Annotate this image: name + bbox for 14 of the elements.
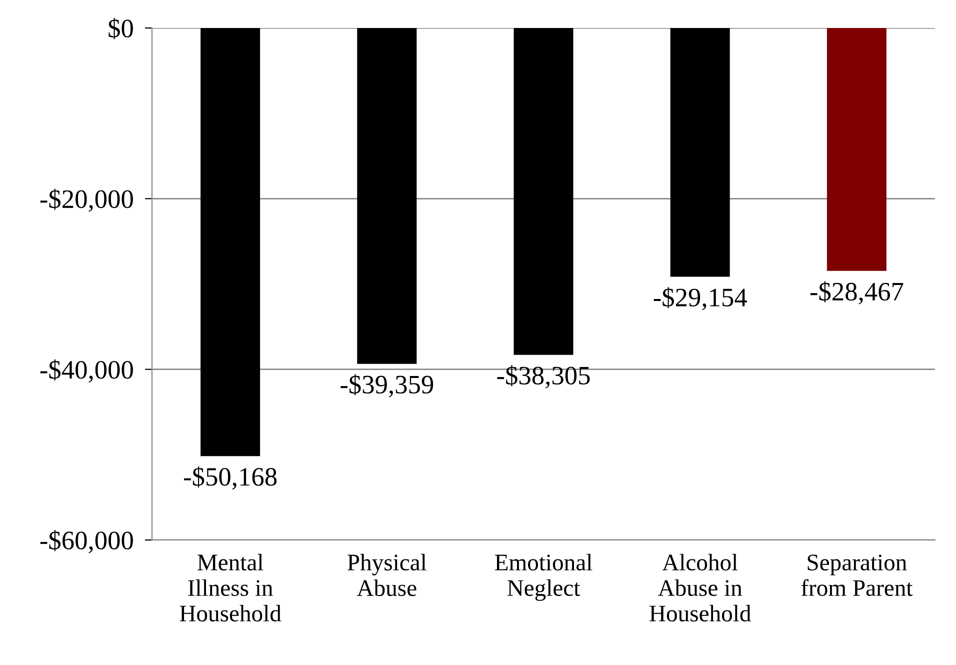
data-label: -$28,467 <box>810 281 904 304</box>
y-tick-label: -$20,000 <box>40 188 133 212</box>
x-tick-label: Emotional Neglect <box>495 554 592 601</box>
x-tick-label: Separation from Parent <box>801 554 913 596</box>
y-tick-label: $0 <box>108 18 133 40</box>
y-tick-label: -$60,000 <box>40 530 133 554</box>
data-label: -$50,168 <box>184 466 277 490</box>
x-tick-label: Mental Illness in Household <box>180 554 282 622</box>
y-tick-label: -$40,000 <box>40 359 133 383</box>
data-label: -$29,154 <box>654 287 747 310</box>
x-tick-label: Alcohol Abuse in Household <box>650 554 751 622</box>
x-tick-label: Physical Abuse <box>348 554 426 596</box>
data-label: -$39,359 <box>340 374 434 398</box>
data-label: -$38,305 <box>497 365 590 388</box>
